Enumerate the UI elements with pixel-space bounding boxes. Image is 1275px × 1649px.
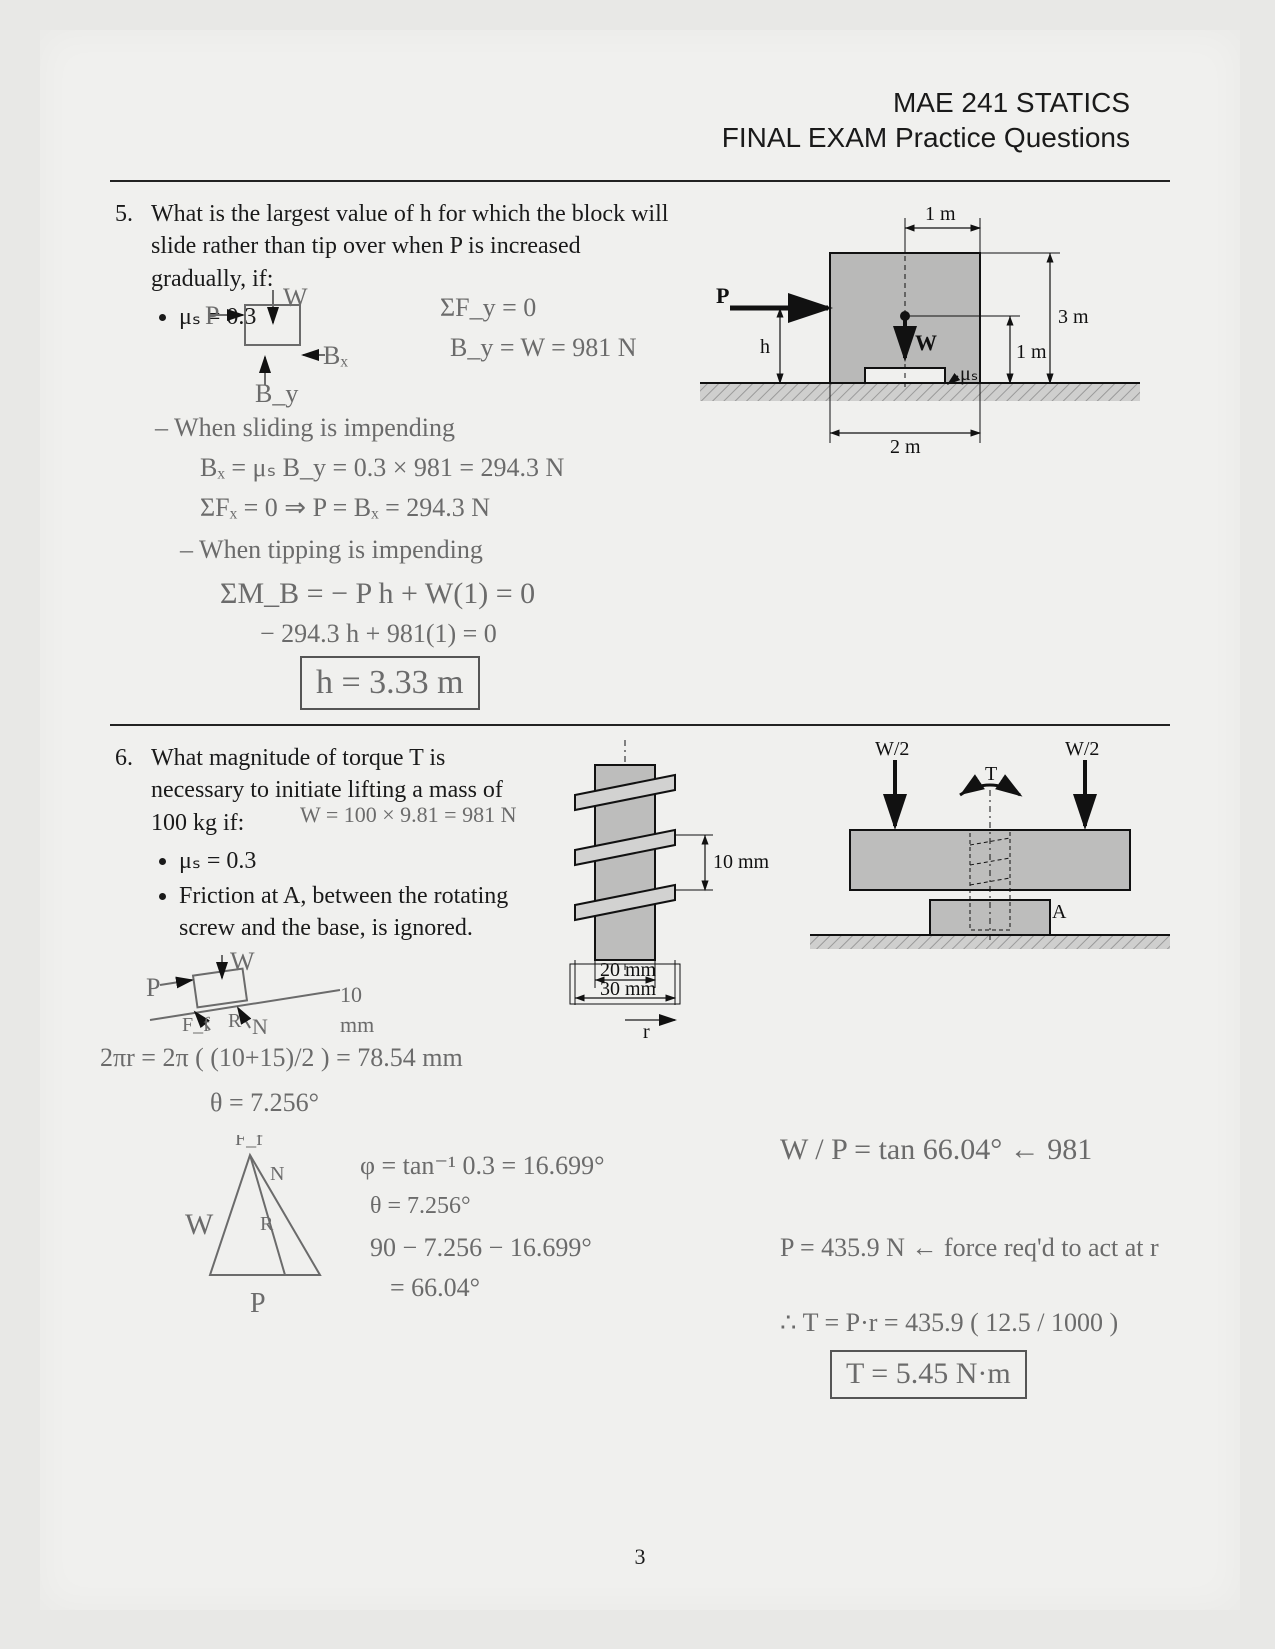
q5-hand-l2: B_y = W = 981 N [450, 330, 637, 365]
q5-3m: 3 m [1058, 306, 1089, 328]
q6-hand-l2: θ = 7.256° [210, 1085, 319, 1120]
q5-2m: 2 m [890, 436, 921, 458]
q5-figure: W P μₛ 1 m 3 m 1 m h 2 m [700, 198, 1140, 458]
q6-figure-base: W/2 W/2 T A [810, 740, 1170, 970]
fbd2-N: N [252, 1012, 268, 1042]
q6-number: 6. [115, 742, 145, 774]
q5-P: P [716, 283, 729, 308]
q5-number: 5. [115, 198, 145, 230]
q5-hand-l3: – When sliding is impending [155, 410, 455, 445]
q6-hand-r1: W / P = tan 66.04° ← 981 [780, 1130, 1092, 1171]
svg-text:R: R [260, 1213, 274, 1235]
q5-hand-l6: – When tipping is impending [180, 532, 483, 567]
q6-Whalf-R: W/2 [1065, 740, 1099, 760]
fbd2-R: R [228, 1008, 241, 1035]
q6-answer: T = 5.45 N·m [830, 1350, 1027, 1399]
q6-hand-triangle: F_f N R W P [190, 1135, 350, 1304]
fbd2-Ff: F_f [182, 1012, 210, 1039]
q6-A: A [1052, 901, 1067, 923]
q5-hand-l7: ΣM_B = − P h + W(1) = 0 [220, 574, 535, 615]
q6-figure-screw: 10 mm 20 mm 30 mm r [515, 740, 775, 1040]
q5-hand-l5: ΣFₓ = 0 ⇒ P = Bₓ = 294.3 N [200, 490, 490, 525]
fbd-By: B_y [255, 381, 298, 407]
q6-hand-l4: θ = 7.256° [370, 1190, 471, 1222]
header-line1: MAE 241 STATICS [722, 85, 1130, 120]
q6-hand-r3: ∴ T = P·r = 435.9 ( 12.5 / 1000 ) [780, 1305, 1118, 1340]
q6-hand-l5: 90 − 7.256 − 16.699° [370, 1230, 592, 1265]
q6-hand-l1: 2πr = 2π ( (10+15)/2 ) = 78.54 mm [100, 1040, 463, 1075]
q5-answer: h = 3.33 m [300, 656, 480, 710]
q6-30mm: 30 mm [600, 978, 657, 1000]
q6-given-mu: μₛ = 0.3 [179, 845, 531, 877]
q5-hand-l4: Bₓ = μₛ B_y = 0.3 × 981 = 294.3 N [200, 450, 564, 485]
header-line2: FINAL EXAM Practice Questions [722, 120, 1130, 155]
q6-hand-l6: = 66.04° [390, 1270, 480, 1305]
fbd2-W: W [230, 944, 255, 979]
fbd2-P: P [146, 970, 160, 1005]
q6-T: T [985, 763, 997, 785]
q5-mu: μₛ [960, 363, 978, 385]
q5-topdim: 1 m [925, 203, 956, 225]
q6-hand-fbd: P W F_f N R 10 mm [140, 950, 370, 1049]
rule-mid [110, 724, 1170, 726]
svg-text:N: N [270, 1163, 284, 1185]
q5-h: h [760, 336, 770, 358]
q6-hand-r2: P = 435.9 N ← force req'd to act at r [780, 1230, 1159, 1265]
fbd2-10mm: 10 mm [340, 980, 374, 1039]
q5-hand-l1: ΣF_y = 0 [440, 290, 536, 325]
q6-pitch: 10 mm [713, 851, 770, 873]
page-number: 3 [40, 1544, 1240, 1570]
fbd-W: W [283, 285, 308, 311]
fbd-Bx: Bₓ [323, 343, 348, 369]
rule-top [110, 180, 1170, 182]
svg-text:F_f: F_f [235, 1135, 263, 1150]
q5-prompt: What is the largest value of h for which… [151, 201, 668, 292]
q6-r: r [643, 1021, 650, 1040]
q5-hand-fbd: P W Bₓ B_y [205, 285, 365, 400]
q6-hand-l3: φ = tan⁻¹ 0.3 = 16.699° [360, 1148, 605, 1183]
q5-1m: 1 m [1016, 341, 1047, 363]
q6-Whalf-L: W/2 [875, 740, 909, 760]
q5-hand-l8: − 294.3 h + 981(1) = 0 [260, 616, 497, 651]
q5-W: W [915, 330, 937, 355]
q6-given-friction: Friction at A, between the rotating scre… [179, 880, 531, 945]
q6-hand-W: W = 100 × 9.81 = 981 N [300, 800, 516, 830]
fbd-P: P [205, 303, 219, 329]
